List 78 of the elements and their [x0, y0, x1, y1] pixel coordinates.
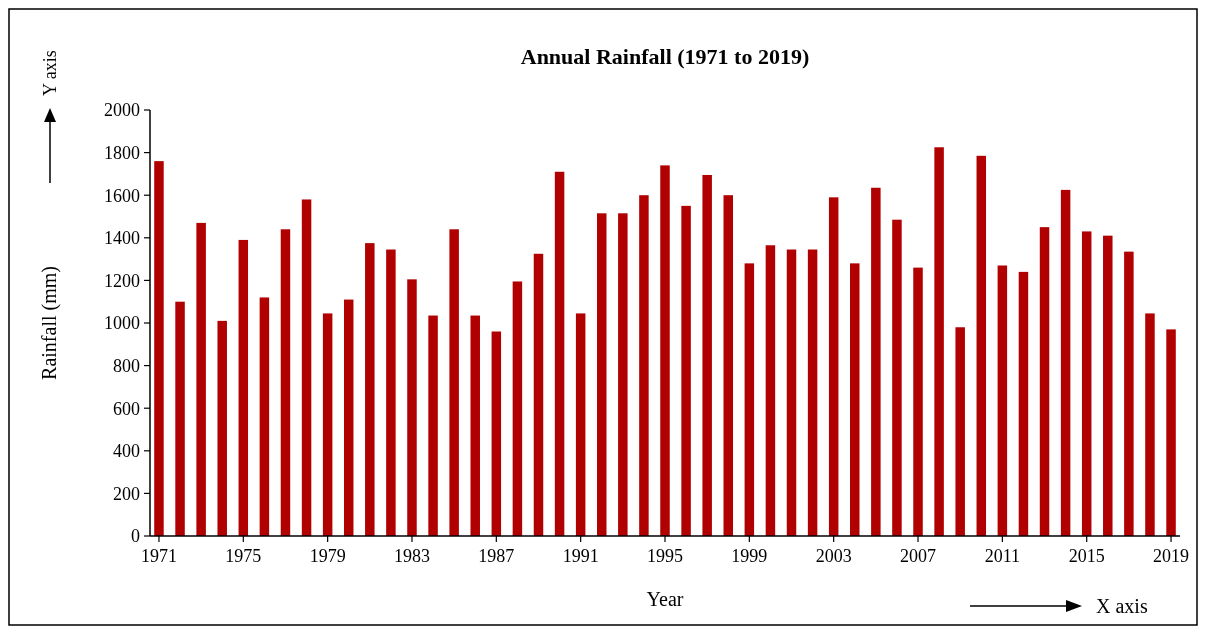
bar	[386, 249, 396, 536]
bar	[449, 229, 459, 536]
x-tick-label: 1971	[140, 546, 177, 566]
bar	[786, 249, 797, 536]
x-tick-label: 1979	[309, 546, 346, 566]
bar	[934, 147, 944, 536]
y-tick-label: 400	[113, 441, 140, 462]
bar	[154, 161, 164, 536]
x-tick-label: 1987	[478, 546, 515, 566]
y-tick-label: 1800	[104, 142, 140, 163]
y-tick-label: 800	[113, 355, 140, 376]
bar	[175, 301, 185, 536]
bar	[828, 197, 839, 536]
bar	[1166, 329, 1176, 536]
bar	[639, 195, 649, 536]
bar	[660, 165, 670, 536]
bar	[196, 222, 206, 536]
y-tick-label: 1400	[104, 228, 140, 249]
bar	[407, 279, 417, 536]
y-axis-title: Rainfall (mm)	[38, 266, 61, 380]
bar	[491, 331, 502, 536]
bar	[1060, 189, 1071, 536]
bar	[681, 205, 691, 536]
x-tick-label: 1995	[647, 546, 683, 566]
bar	[512, 281, 523, 536]
y-tick-label: 2000	[104, 100, 140, 121]
bar	[892, 219, 902, 536]
bar	[1103, 235, 1113, 536]
bar	[301, 199, 312, 536]
bar	[533, 253, 544, 536]
bar	[1018, 271, 1029, 536]
bar	[280, 229, 291, 536]
bar	[217, 320, 227, 536]
bar	[1124, 251, 1134, 536]
y-tick-label: 600	[113, 398, 140, 419]
bar	[554, 171, 565, 536]
bar	[871, 187, 881, 536]
bar	[807, 249, 818, 536]
bar	[343, 299, 354, 536]
bar	[955, 327, 965, 536]
bar	[765, 245, 776, 536]
bar	[723, 195, 733, 536]
bar	[618, 213, 628, 536]
x-tick-label: 1983	[393, 546, 430, 566]
x-tick-label: 1999	[731, 546, 768, 566]
y-tick-label: 0	[131, 526, 140, 547]
bar	[597, 213, 607, 536]
y-tick-label: 1200	[104, 270, 140, 291]
bar	[997, 265, 1008, 536]
x-tick-label: 2007	[900, 546, 937, 566]
bar	[322, 313, 333, 536]
bar	[702, 174, 712, 536]
x-tick-label: 2003	[815, 546, 852, 566]
bar	[744, 263, 755, 536]
bar	[1145, 313, 1155, 536]
bar	[238, 239, 249, 536]
y-tick-label: 200	[113, 483, 140, 504]
text: X axis	[1096, 595, 1148, 617]
x-axis-title: Year	[646, 588, 684, 610]
bar	[365, 243, 375, 536]
text: Y axis	[40, 50, 60, 96]
x-tick-label: 1991	[562, 546, 599, 566]
bar	[259, 297, 270, 536]
bar	[470, 315, 480, 536]
chart-title: Annual Rainfall (1971 to 2019)	[520, 44, 810, 69]
bar	[1081, 231, 1092, 536]
x-tick-label: 2019	[1153, 546, 1190, 566]
bar	[976, 155, 987, 536]
x-tick-label: 1975	[225, 546, 262, 566]
bar	[913, 267, 923, 536]
x-tick-label: 2011	[984, 546, 1021, 566]
bar	[575, 313, 586, 536]
bar	[850, 263, 860, 536]
bar	[1039, 227, 1050, 536]
y-tick-label: 1600	[104, 185, 140, 206]
bar	[428, 315, 438, 536]
x-tick-label: 2015	[1068, 546, 1105, 566]
y-tick-label: 1000	[104, 313, 140, 334]
